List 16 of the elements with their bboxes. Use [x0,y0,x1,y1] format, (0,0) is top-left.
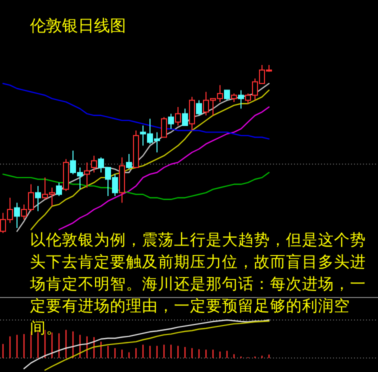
candlestick [161,116,167,138]
candlestick [91,155,97,174]
candlestick [182,108,188,126]
candlestick [175,106,181,126]
candlestick [84,162,90,188]
candlestick [35,185,41,212]
candlestick [238,90,244,110]
candlestick [189,96,195,132]
candlestick [14,202,20,228]
candlestick [196,100,202,116]
candlestick [56,182,62,197]
chart-title: 伦敦银日线图 [30,16,126,37]
annotation: 以伦敦银为例，震荡上行是大趋势，但是这个势头下去肯定要触及前期压力位，故而盲目多头进场肯定不明智。海川还是那句话：每次进场，一定要有进场的理由，一定要预留足够的利润空间。 [30,230,367,339]
candlestick [224,90,230,101]
candlestick [168,113,174,130]
candlestick [126,154,132,170]
